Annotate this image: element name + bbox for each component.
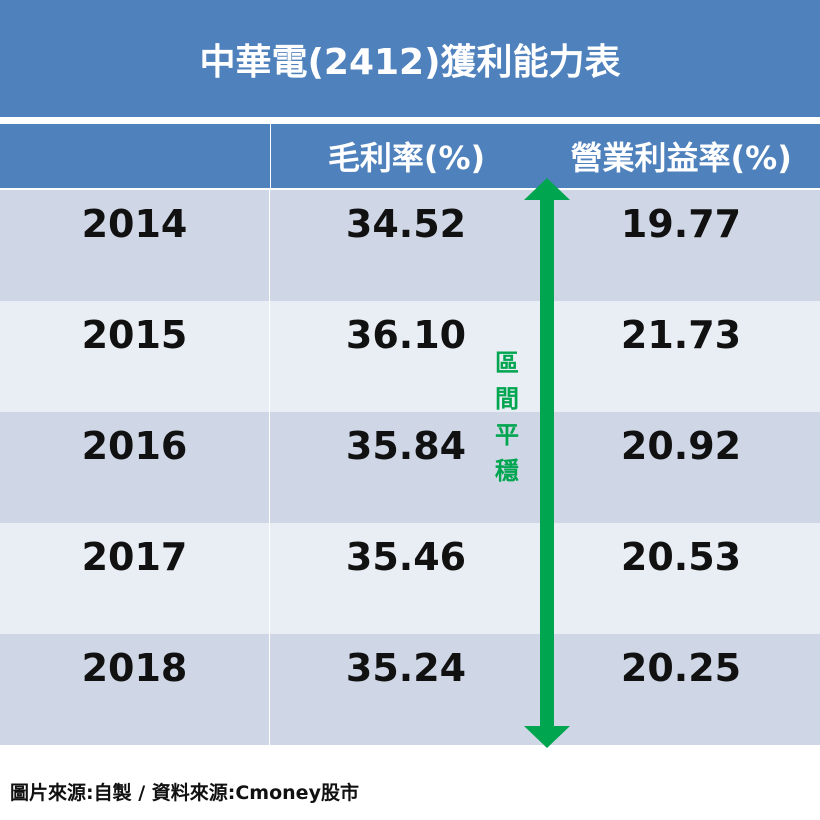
table-row: 2018 35.24 20.25 (0, 634, 820, 745)
double-arrow-icon (524, 178, 570, 748)
year-cell: 2014 (0, 190, 270, 301)
table-header: 毛利率(%) 營業利益率(%) (0, 124, 820, 190)
year-cell: 2017 (0, 523, 270, 634)
table-row: 2014 34.52 19.77 (0, 190, 820, 301)
year-cell: 2015 (0, 301, 270, 412)
operating-margin-cell: 20.25 (620, 646, 742, 690)
stability-annotation: 區間平穩 (495, 349, 519, 485)
year-cell: 2018 (0, 634, 270, 745)
table-row: 2016 35.84 20.92 (0, 412, 820, 523)
operating-margin-cell: 21.73 (620, 313, 742, 357)
profitability-table: 毛利率(%) 營業利益率(%) 2014 34.52 19.77 2015 36… (0, 124, 820, 745)
chart-title: 中華電(2412)獲利能力表 (0, 0, 820, 117)
header-year (0, 124, 271, 188)
operating-margin-cell: 20.53 (620, 535, 742, 579)
gross-margin-cell: 36.10 (345, 313, 467, 357)
table-row: 2017 35.46 20.53 (0, 523, 820, 634)
gross-margin-cell: 34.52 (345, 202, 467, 246)
header-gross-margin: 毛利率(%) (327, 139, 486, 177)
gross-margin-cell: 35.46 (345, 535, 467, 579)
operating-margin-cell: 20.92 (620, 424, 742, 468)
gross-margin-cell: 35.24 (345, 646, 467, 690)
operating-margin-cell: 19.77 (620, 202, 742, 246)
table-row: 2015 36.10 21.73 (0, 301, 820, 412)
year-cell: 2016 (0, 412, 270, 523)
gross-margin-cell: 35.84 (345, 424, 467, 468)
header-operating-margin: 營業利益率(%) (570, 139, 792, 177)
source-caption: 圖片來源:自製 / 資料來源:Cmoney股市 (10, 782, 359, 804)
